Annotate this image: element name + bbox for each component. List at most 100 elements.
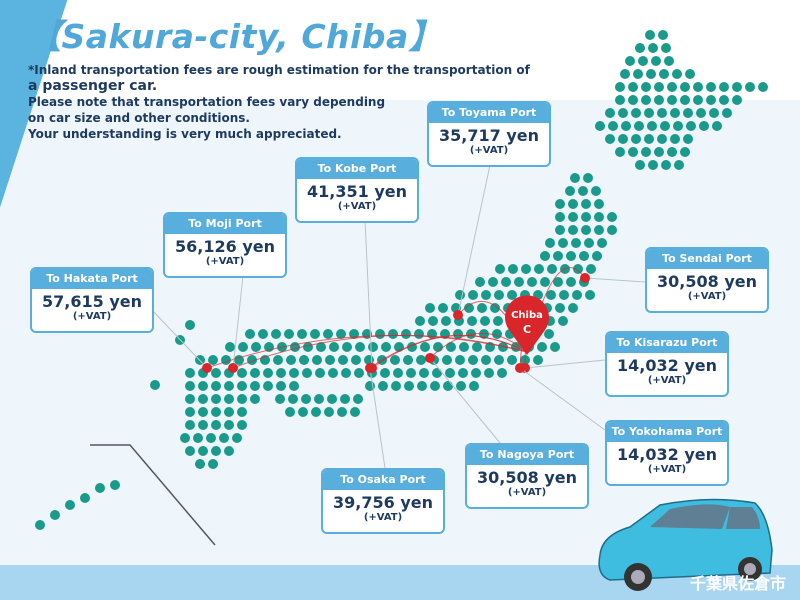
map-dot xyxy=(644,108,654,118)
map-dot xyxy=(537,342,547,352)
port-fee: 57,615 yen xyxy=(42,292,142,311)
map-dot xyxy=(722,108,732,118)
map-dot xyxy=(719,95,729,105)
map-dot xyxy=(208,355,218,365)
vat-note: (+VAT) xyxy=(507,487,547,498)
map-dot xyxy=(327,394,337,404)
map-dot xyxy=(198,446,208,456)
map-dot xyxy=(404,381,414,391)
map-dot xyxy=(618,108,628,118)
map-dot xyxy=(570,173,580,183)
map-dot xyxy=(446,342,456,352)
map-dot xyxy=(583,173,593,183)
map-dot xyxy=(271,329,281,339)
route-arc xyxy=(206,334,528,369)
map-dot xyxy=(198,407,208,417)
map-dot xyxy=(585,290,595,300)
map-dot xyxy=(521,264,531,274)
map-dot xyxy=(709,108,719,118)
map-dot xyxy=(507,290,517,300)
map-dot xyxy=(686,121,696,131)
map-dot xyxy=(635,43,645,53)
map-dot xyxy=(607,225,617,235)
port-marker xyxy=(515,363,525,373)
map-dot xyxy=(647,121,657,131)
map-dot xyxy=(615,95,625,105)
leader-line xyxy=(584,277,646,283)
map-dot xyxy=(380,368,390,378)
map-dot xyxy=(680,95,690,105)
map-dot xyxy=(263,381,273,391)
map-dot xyxy=(224,394,234,404)
map-dot xyxy=(514,277,524,287)
map-dot xyxy=(455,355,465,365)
map-dot xyxy=(680,147,690,157)
map-dot xyxy=(657,134,667,144)
vat-note: (+VAT) xyxy=(337,201,377,212)
map-dot xyxy=(667,147,677,157)
map-dot xyxy=(311,407,321,417)
map-dot xyxy=(211,407,221,417)
map-dot xyxy=(667,95,677,105)
map-dot xyxy=(670,108,680,118)
map-dot xyxy=(238,342,248,352)
map-dot xyxy=(566,277,576,287)
map-dot xyxy=(683,134,693,144)
map-dot xyxy=(458,368,468,378)
map-dot xyxy=(578,186,588,196)
map-dot xyxy=(654,147,664,157)
map-dot xyxy=(481,290,491,300)
map-dot xyxy=(419,368,429,378)
map-dot xyxy=(628,147,638,157)
map-dot xyxy=(628,95,638,105)
map-dot xyxy=(250,368,260,378)
map-dot xyxy=(276,381,286,391)
map-dot xyxy=(224,420,234,430)
map-dot xyxy=(289,381,299,391)
map-dot xyxy=(633,69,643,79)
leader-line xyxy=(232,275,244,369)
map-dot xyxy=(251,342,261,352)
map-dot xyxy=(732,82,742,92)
map-dot xyxy=(329,342,339,352)
map-dot xyxy=(211,381,221,391)
map-dot xyxy=(544,329,554,339)
map-dot xyxy=(534,264,544,274)
island-dot xyxy=(110,480,120,490)
map-dot xyxy=(391,381,401,391)
map-dot xyxy=(324,407,334,417)
map-dot xyxy=(645,30,655,40)
map-dot xyxy=(568,303,578,313)
map-dot xyxy=(657,108,667,118)
map-dot xyxy=(388,329,398,339)
origin-label: Chiba xyxy=(511,310,543,321)
map-dot xyxy=(341,368,351,378)
map-dot xyxy=(670,134,680,144)
origin-letter: C xyxy=(523,323,531,336)
map-dot xyxy=(355,342,365,352)
leader-line xyxy=(151,309,208,369)
origin-pin-icon xyxy=(505,295,549,355)
vat-note: (+VAT) xyxy=(205,256,245,267)
map-dot xyxy=(312,355,322,365)
port-fee: 30,508 yen xyxy=(477,468,577,487)
map-dot xyxy=(302,368,312,378)
map-dot xyxy=(581,225,591,235)
map-dot xyxy=(579,251,589,261)
map-dot xyxy=(420,342,430,352)
map-dot xyxy=(185,420,195,430)
map-dot xyxy=(390,355,400,365)
map-dot xyxy=(631,134,641,144)
map-dot xyxy=(586,264,596,274)
map-dot xyxy=(316,342,326,352)
map-dot xyxy=(550,342,560,352)
map-dot xyxy=(237,394,247,404)
map-dot xyxy=(464,303,474,313)
map-dot xyxy=(620,69,630,79)
map-dot xyxy=(381,342,391,352)
port-name: To Yokohama Port xyxy=(607,422,727,442)
map-dot xyxy=(638,56,648,66)
map-dot xyxy=(660,121,670,131)
map-dot xyxy=(646,69,656,79)
